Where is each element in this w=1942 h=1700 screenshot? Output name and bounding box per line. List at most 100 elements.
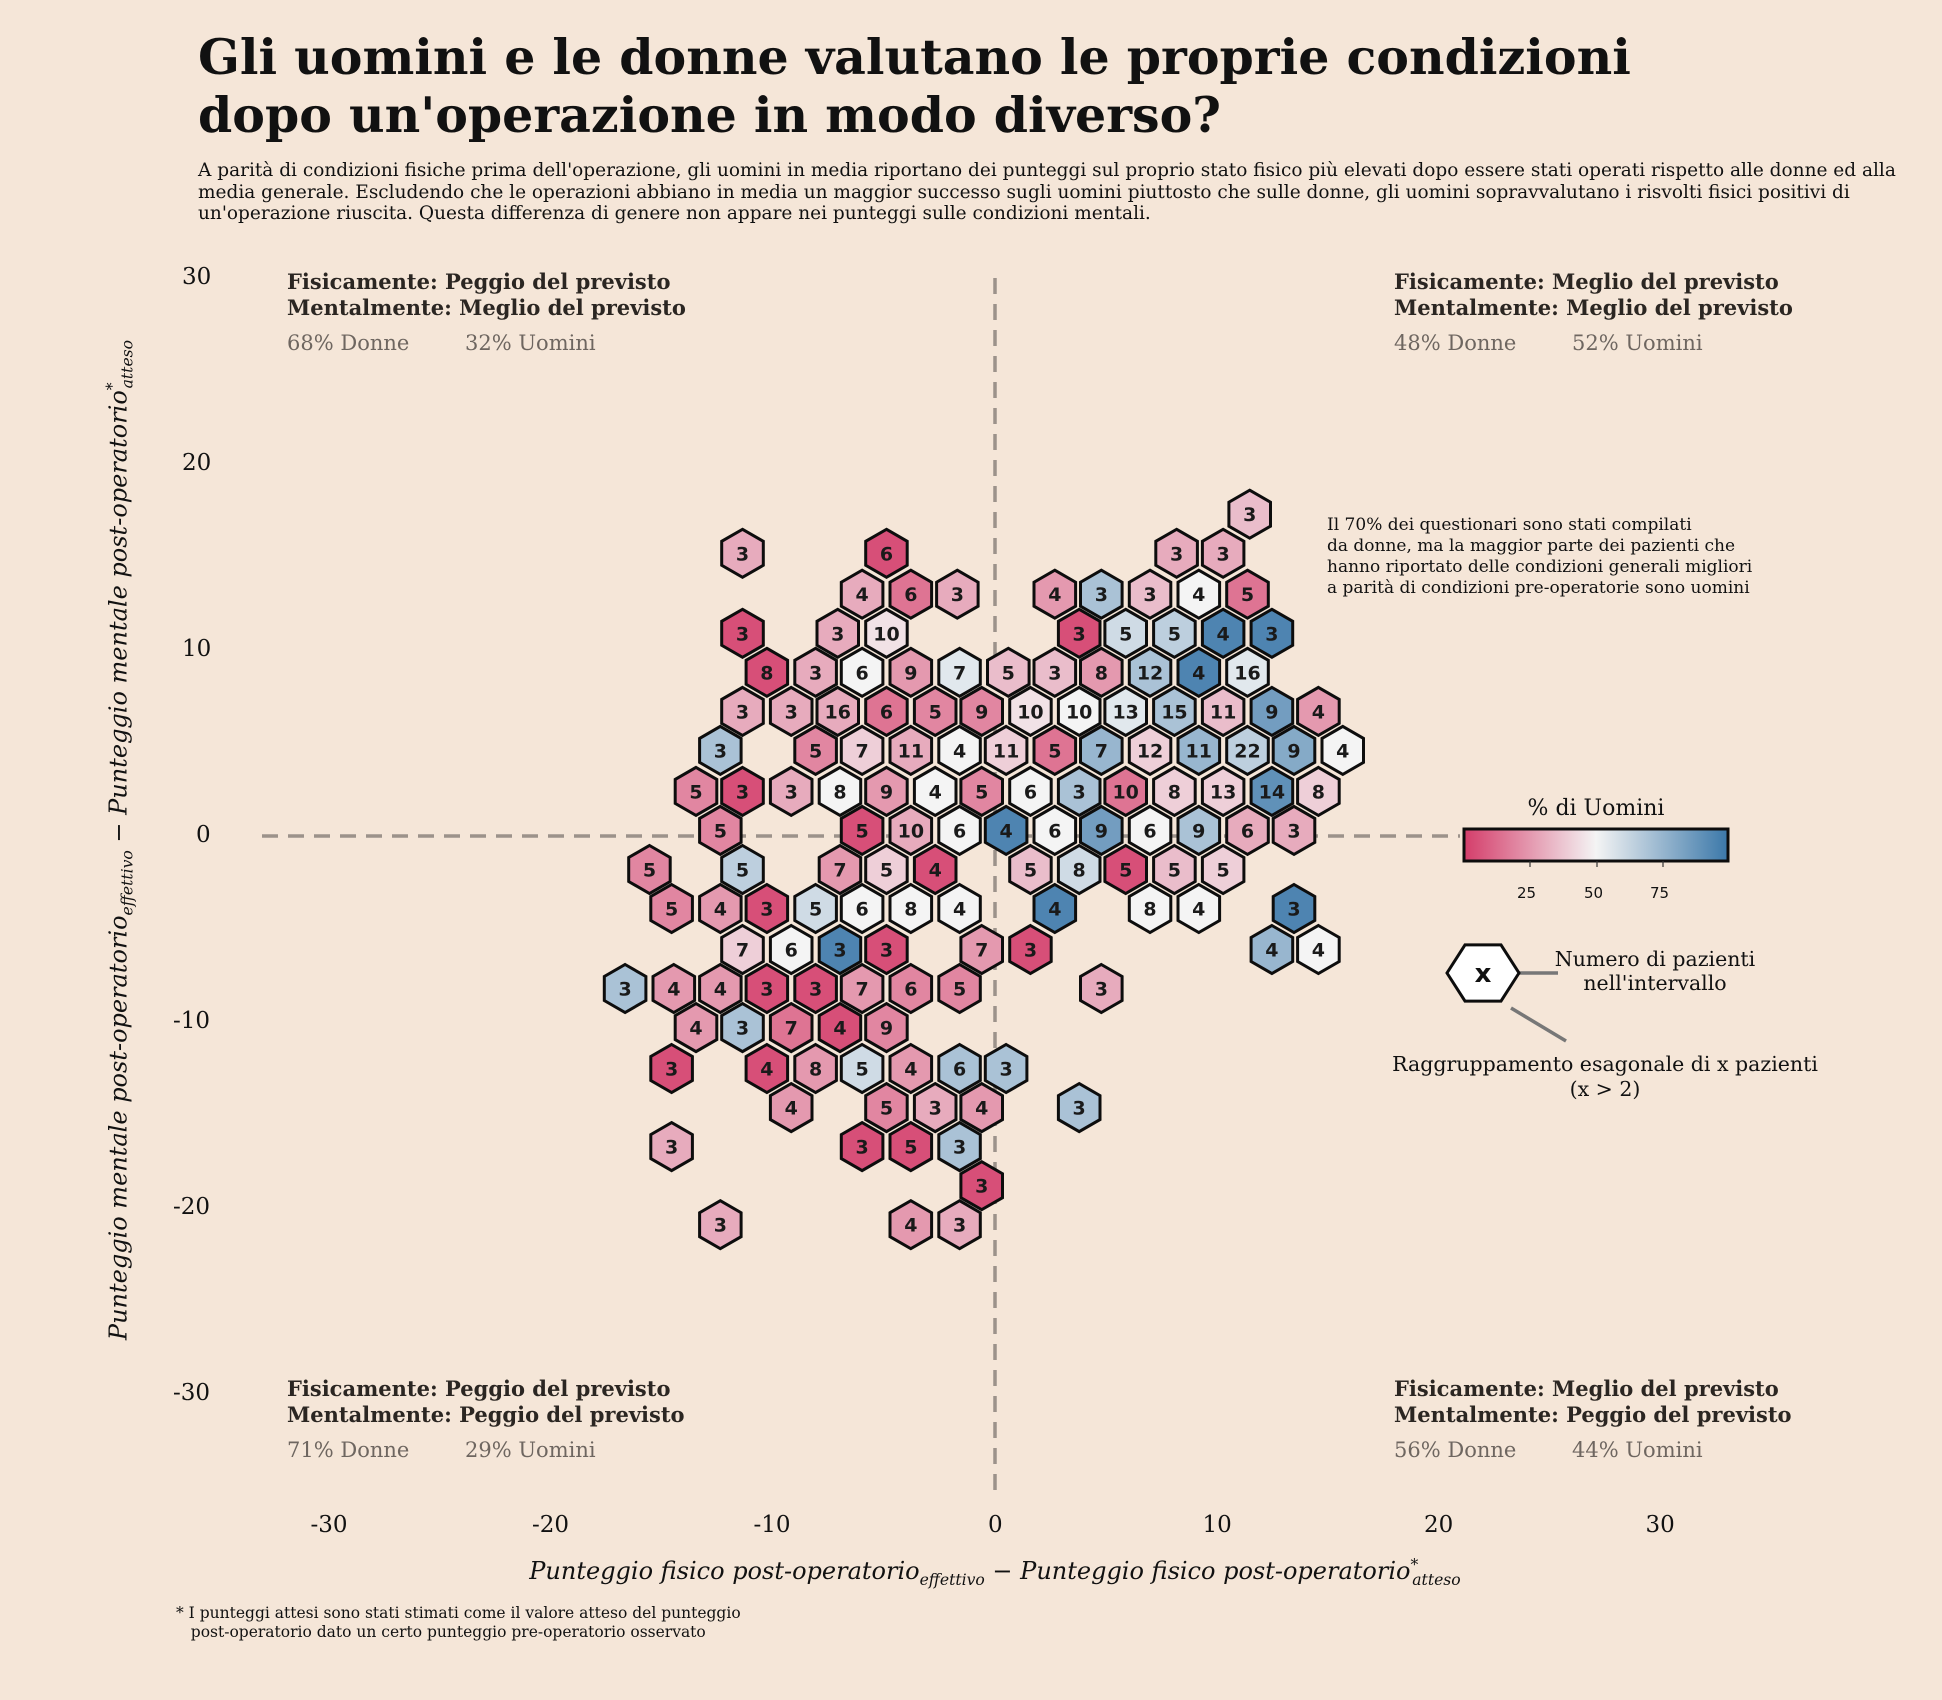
hex-mark xyxy=(768,1081,814,1134)
hex-mark xyxy=(720,685,765,738)
hex-count-label: 6 xyxy=(1143,820,1156,842)
hexbin-cell: 3 xyxy=(1079,568,1124,620)
hex-count-label: 7 xyxy=(855,979,868,1001)
hexbin-cell: 22 xyxy=(1225,724,1270,777)
hex-count-label: 3 xyxy=(1170,543,1183,565)
hex-count-label: 3 xyxy=(736,701,749,723)
hexbin-cell: 4 xyxy=(1032,568,1078,620)
hex-count-label: 5 xyxy=(929,701,942,723)
hex-count-label: 4 xyxy=(1192,584,1205,606)
hex-mark xyxy=(1103,843,1148,896)
hexbin-cell: 4 xyxy=(888,1198,934,1251)
hex-mark xyxy=(1271,804,1317,857)
hex-count-label: 3 xyxy=(809,979,822,1001)
hexbin-cell: 3 xyxy=(935,568,980,620)
hexbin-cell: 5 xyxy=(649,882,694,935)
hex-mark xyxy=(888,646,934,699)
hex-mark xyxy=(1296,923,1341,976)
hex-mark xyxy=(673,1001,719,1054)
hex-count-label: 6 xyxy=(880,543,893,565)
hex-mark xyxy=(937,804,982,857)
hex-mark xyxy=(1176,646,1222,699)
hexbin-cell: 11 xyxy=(983,724,1029,777)
colorbar-title: % di Uomini xyxy=(1527,796,1665,821)
hex-mark xyxy=(1200,843,1246,896)
hex-count-label: 4 xyxy=(929,781,942,803)
hex-mark xyxy=(839,1042,885,1095)
hexbin-cell: 5 xyxy=(839,1042,885,1095)
hexbin-cell: 5 xyxy=(888,1120,934,1173)
hex-mark xyxy=(959,1081,1004,1134)
hex-mark xyxy=(912,685,958,738)
colorbar-tick: 50 xyxy=(1584,884,1604,902)
hex-count-label: 3 xyxy=(1287,899,1300,921)
hex-mark xyxy=(817,1001,863,1054)
hex-count-label: 3 xyxy=(1073,1098,1086,1120)
hex-count-label: 5 xyxy=(689,781,702,803)
hex-mark xyxy=(1127,646,1173,699)
hex-mark xyxy=(720,923,765,976)
hexbin-cell: 6 xyxy=(1127,804,1173,857)
hexbin-cell: 7 xyxy=(937,646,982,699)
hex-count-label: 3 xyxy=(760,979,773,1001)
legend-graphics: x xyxy=(1445,827,1730,1043)
hexbin-cell: 6 xyxy=(937,804,982,857)
hex-count-label: 4 xyxy=(953,740,966,762)
hexbin-cell: 5 xyxy=(720,843,765,896)
hex-count-label: 5 xyxy=(1241,584,1254,606)
hexbin-cell: 5 xyxy=(864,843,909,896)
hex-mark xyxy=(1008,843,1053,896)
hex-count-label: 5 xyxy=(1119,623,1132,645)
hexbin-cell: 5 xyxy=(1032,724,1078,777)
hexbin-cell: 4 xyxy=(1296,685,1341,738)
hex-mark xyxy=(1320,724,1365,777)
hexbin-cell: 7 xyxy=(768,1001,814,1054)
hex-mark xyxy=(1176,882,1222,935)
quadrant-ment-label: Mentalmente: Meglio del previsto xyxy=(1394,295,1793,320)
hex-mark xyxy=(1225,804,1270,857)
hex-mark xyxy=(1079,724,1124,777)
hex-count-label: 3 xyxy=(855,1137,868,1159)
hexbin-cell: 3 xyxy=(1056,1081,1102,1134)
hex-mark xyxy=(888,724,934,777)
hexbin-cell: 15 xyxy=(1152,685,1197,738)
hexbin-cell: 4 xyxy=(1176,646,1222,699)
x-tick-label: 30 xyxy=(1645,1512,1675,1538)
hex-count-label: 3 xyxy=(1143,584,1156,606)
hexbin-cell: 7 xyxy=(839,724,885,777)
legend-sample-hexagon: x xyxy=(1445,943,1521,1003)
hex-count-label: 8 xyxy=(760,662,773,684)
hexbin-cell: 4 xyxy=(983,804,1029,857)
hex-count-label: 8 xyxy=(1143,899,1156,921)
hexbin-cell: 6 xyxy=(888,568,934,620)
hexbin-cell: 12 xyxy=(1127,646,1173,699)
legend-count-label: Numero di pazienti nell'intervallo xyxy=(1554,947,1756,995)
hex-count-label: 9 xyxy=(1265,701,1278,723)
hex-mark xyxy=(864,527,909,580)
hexbin-cell: 8 xyxy=(1079,646,1124,699)
hex-mark xyxy=(864,843,909,896)
hex-count-label: 9 xyxy=(880,781,893,803)
hexbin-cell: 11 xyxy=(888,724,934,777)
hex-mark xyxy=(888,1120,934,1173)
hex-count-label: 3 xyxy=(760,899,773,921)
hexbin-cell: 6 xyxy=(864,527,909,580)
hex-mark xyxy=(1032,724,1078,777)
y-tick-label: -10 xyxy=(173,1008,211,1034)
hex-count-label: 4 xyxy=(1192,899,1205,921)
hex-mark xyxy=(1225,724,1270,777)
hex-mark xyxy=(1056,765,1102,818)
hex-mark xyxy=(768,923,814,976)
x-tick-label: 0 xyxy=(988,1512,1003,1538)
x-tick-label: -30 xyxy=(310,1512,348,1538)
hexbin-cell: 4 xyxy=(937,882,982,935)
hex-count-label: 8 xyxy=(904,899,917,921)
hex-mark xyxy=(768,685,814,738)
hex-mark xyxy=(1200,607,1246,660)
y-tick-label: 10 xyxy=(182,636,212,662)
hex-mark xyxy=(959,685,1004,738)
hex-count-label: 10 xyxy=(873,623,899,645)
hex-count-label: 4 xyxy=(833,1018,846,1040)
hexbin-cell: 3 xyxy=(1200,527,1246,580)
hexbin-cell: 4 xyxy=(912,765,958,818)
